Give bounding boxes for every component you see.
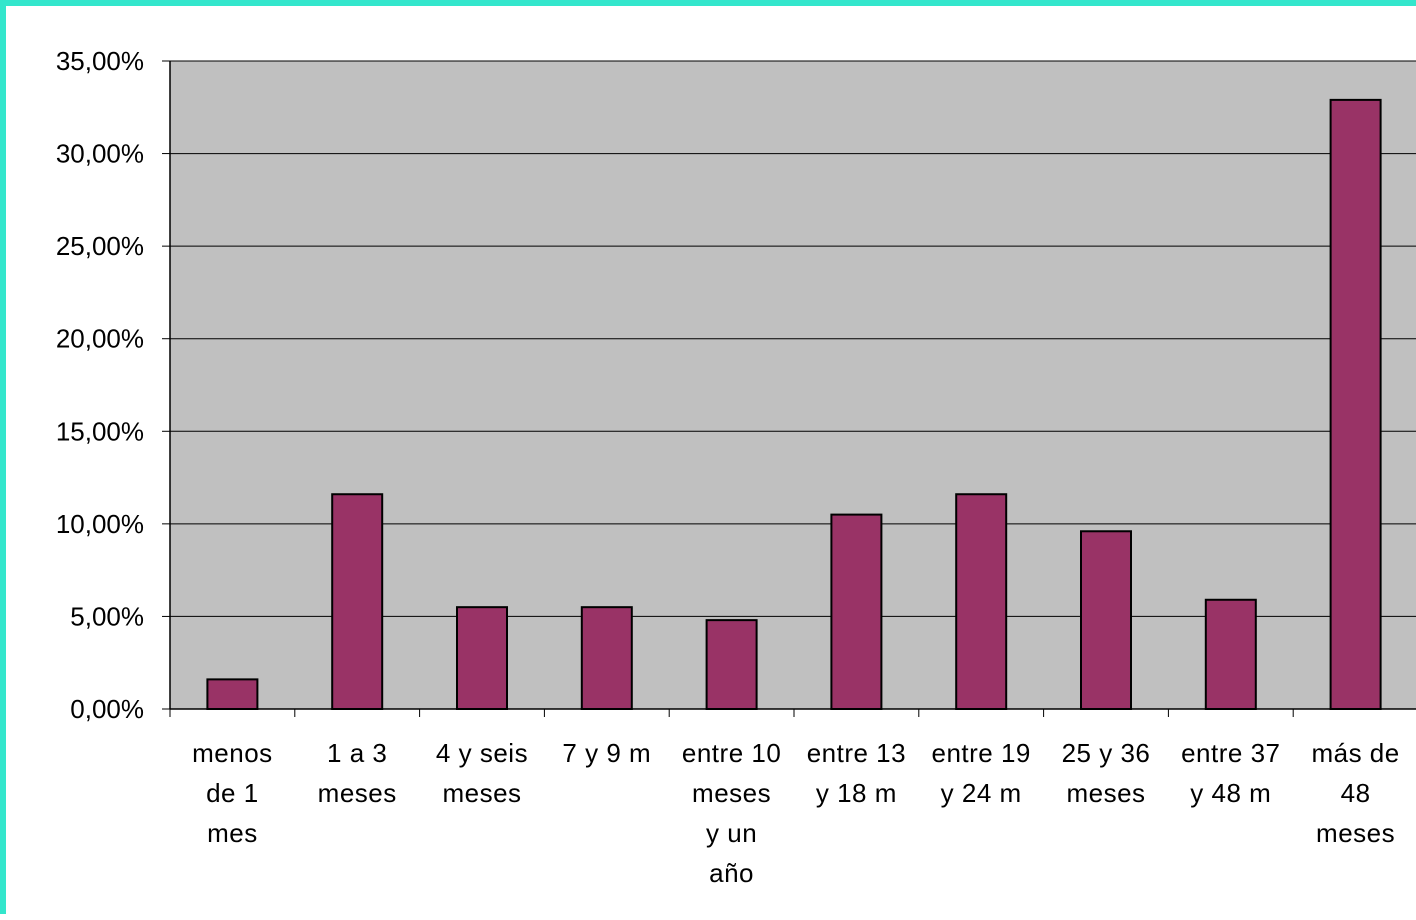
bar xyxy=(830,513,883,710)
bars xyxy=(206,98,1382,711)
bar xyxy=(206,678,259,710)
x-axis-tick-labels: menos de 1 mes 1 a 3 meses 4 y seis meses 7 y 9… xyxy=(192,738,1399,888)
bar-chart: 0,00% 5,00% 10,00% 15,00% 20,00% 25,00% 30,00%… xyxy=(56,46,1416,888)
bar xyxy=(580,606,633,711)
x-tick-label: entre 19 y 24 m xyxy=(931,738,1030,808)
bar xyxy=(1204,598,1257,710)
x-tick-label: más de 48 meses xyxy=(1311,738,1399,848)
y-tick-label: 25,00% xyxy=(56,231,144,261)
x-tick-label: 25 y 36 meses xyxy=(1062,738,1151,808)
x-tick-label: entre 13 y 18 m xyxy=(807,738,906,808)
y-tick-label: 0,00% xyxy=(70,694,144,724)
y-tick-label: 10,00% xyxy=(56,509,144,539)
bar xyxy=(1329,98,1382,710)
bar xyxy=(456,606,508,711)
y-tick-label: 20,00% xyxy=(56,324,144,354)
y-axis-tick-labels: 0,00% 5,00% 10,00% 15,00% 20,00% 25,00% 30,00%… xyxy=(56,46,144,724)
bar xyxy=(705,619,758,710)
y-tick-label: 5,00% xyxy=(70,601,144,631)
bar xyxy=(955,493,1008,710)
x-tick-label: menos de 1 mes xyxy=(192,738,273,848)
x-tick-label: entre 10 meses y un año xyxy=(682,738,781,888)
x-tick-label: 1 a 3 meses xyxy=(318,738,397,808)
y-tick-label: 30,00% xyxy=(56,139,144,169)
bar xyxy=(331,493,384,710)
x-tick-label: 7 y 9 m xyxy=(562,738,651,768)
axes xyxy=(169,61,1416,717)
y-tick-label: 35,00% xyxy=(56,46,144,76)
x-tick-label: 4 y seis meses xyxy=(436,738,528,808)
x-tick-label: entre 37 y 48 m xyxy=(1181,738,1280,808)
bar xyxy=(1080,530,1132,711)
y-tick-label: 15,00% xyxy=(56,416,144,446)
